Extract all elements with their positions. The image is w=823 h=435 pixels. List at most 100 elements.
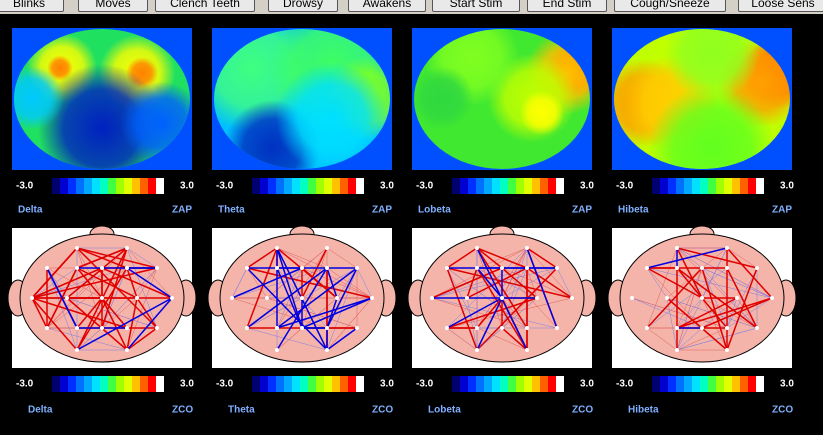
colorbar-segment bbox=[308, 178, 316, 194]
electrode bbox=[125, 326, 129, 330]
link bbox=[76, 267, 128, 351]
colorbar-segment bbox=[132, 376, 140, 392]
display: -3.0 3.0 Delta ZAP -3.0 3.0 Theta ZAP -3.0 3.0 Lob… bbox=[7, 28, 797, 416]
link bbox=[276, 297, 373, 329]
electrode bbox=[525, 246, 529, 250]
link bbox=[126, 267, 173, 299]
electrode bbox=[45, 266, 49, 270]
link bbox=[76, 247, 128, 269]
faint-link bbox=[46, 267, 78, 351]
faint-link bbox=[231, 267, 248, 299]
topo-map bbox=[414, 29, 590, 169]
electrode bbox=[725, 326, 729, 330]
electrode bbox=[500, 326, 504, 330]
colorbar-segment bbox=[268, 376, 276, 392]
colorbar-segment bbox=[52, 376, 60, 392]
band-label: Theta bbox=[228, 405, 255, 416]
link bbox=[301, 247, 328, 299]
link bbox=[276, 267, 358, 329]
link bbox=[676, 247, 758, 269]
link bbox=[326, 267, 358, 329]
colorbar-segment bbox=[92, 376, 100, 392]
link bbox=[446, 267, 478, 351]
colorbar-min: -3.0 bbox=[416, 181, 434, 192]
band-label: Lobeta bbox=[418, 205, 451, 216]
link bbox=[31, 247, 78, 299]
link bbox=[66, 247, 128, 299]
electrode bbox=[325, 348, 329, 352]
toolbar-button[interactable]: Clench Teeth bbox=[155, 0, 255, 12]
toolbar-button[interactable]: Awakens bbox=[348, 0, 426, 12]
link bbox=[126, 327, 158, 351]
faint-link bbox=[646, 327, 678, 351]
topo-map bbox=[614, 29, 790, 169]
link bbox=[31, 267, 158, 299]
colorbar-segment bbox=[668, 376, 676, 392]
colorbar-segment bbox=[332, 376, 340, 392]
colorbar-segment bbox=[652, 376, 660, 392]
electrode bbox=[245, 326, 249, 330]
electrode bbox=[535, 296, 539, 300]
colorbar-segment bbox=[556, 178, 564, 194]
colorbar-min: -3.0 bbox=[216, 181, 234, 192]
electrode bbox=[725, 266, 729, 270]
colorbar-max: 3.0 bbox=[380, 181, 394, 192]
electrode bbox=[755, 266, 759, 270]
topo-map bbox=[14, 29, 190, 169]
colorbar-segment bbox=[500, 178, 508, 194]
colorbar-segment bbox=[508, 178, 516, 194]
electrode bbox=[700, 296, 704, 300]
electrode bbox=[75, 246, 79, 250]
electrode bbox=[125, 348, 129, 352]
electrode bbox=[155, 326, 159, 330]
colorbar-segment bbox=[540, 376, 548, 392]
electrode bbox=[700, 266, 704, 270]
colorbar-segment bbox=[548, 178, 556, 194]
link bbox=[501, 267, 538, 299]
link bbox=[31, 267, 103, 299]
topo-blob bbox=[14, 66, 64, 130]
toolbar-button[interactable]: Drowsy bbox=[268, 0, 338, 12]
link bbox=[676, 297, 738, 329]
measure-label: ZAP bbox=[372, 205, 392, 216]
electrode bbox=[525, 326, 529, 330]
colorbar-segment bbox=[356, 178, 364, 194]
faint-link bbox=[526, 247, 573, 299]
colorbar-segment bbox=[292, 178, 300, 194]
electrode bbox=[630, 296, 634, 300]
measure-label: ZAP bbox=[572, 205, 592, 216]
link bbox=[246, 267, 328, 329]
band-label: Delta bbox=[18, 205, 43, 216]
toolbar-button[interactable]: End Stim bbox=[527, 0, 607, 12]
link bbox=[326, 327, 358, 351]
toolbar-button[interactable]: Moves bbox=[78, 0, 148, 12]
faint-link bbox=[666, 297, 758, 329]
topo-blob bbox=[414, 66, 474, 130]
electrode bbox=[445, 266, 449, 270]
colorbar-segment bbox=[756, 178, 764, 194]
link bbox=[666, 297, 728, 351]
colorbar-segment bbox=[276, 376, 284, 392]
colorbar-segment bbox=[260, 376, 268, 392]
colorbar-segment bbox=[356, 376, 364, 392]
colorbar-segment bbox=[652, 178, 660, 194]
colorbar-segment bbox=[76, 376, 84, 392]
toolbar-button[interactable]: Loose Sens bbox=[738, 0, 823, 12]
toolbar-button[interactable]: Cough/Sneeze bbox=[614, 0, 726, 12]
colorbar-segment bbox=[508, 376, 516, 392]
colorbar-segment bbox=[476, 178, 484, 194]
toolbar-button[interactable]: Blinks bbox=[0, 0, 64, 12]
electrode bbox=[100, 326, 104, 330]
link bbox=[466, 267, 478, 299]
electrode bbox=[135, 296, 139, 300]
link bbox=[76, 267, 138, 299]
colorbar-segment bbox=[524, 178, 532, 194]
faint-link bbox=[246, 327, 328, 351]
link bbox=[31, 297, 128, 329]
colorbar-segment bbox=[548, 376, 556, 392]
faint-link bbox=[726, 297, 738, 329]
toolbar-button[interactable]: Start Stim bbox=[432, 0, 520, 12]
faint-link bbox=[726, 247, 758, 269]
colorbar-segment bbox=[60, 376, 68, 392]
colorbar-segment bbox=[460, 178, 468, 194]
